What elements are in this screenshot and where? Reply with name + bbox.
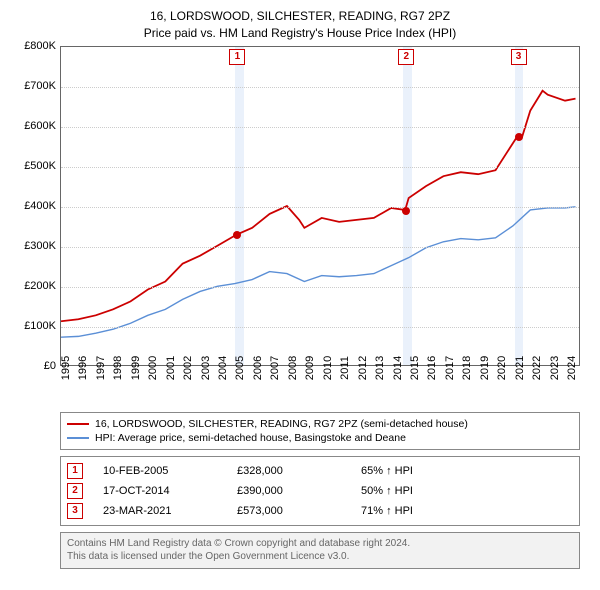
chart-container: 16, LORDSWOOD, SILCHESTER, READING, RG7 …: [8, 8, 592, 569]
legend-swatch: [67, 423, 89, 425]
y-tick-label: £600K: [24, 120, 56, 132]
gridline: [61, 207, 579, 208]
legend-label: 16, LORDSWOOD, SILCHESTER, READING, RG7 …: [95, 418, 468, 430]
x-tick-label: 2012: [357, 355, 369, 379]
legend-swatch: [67, 437, 89, 439]
x-tick-label: 1997: [95, 355, 107, 379]
plot-area: 1 2 3: [60, 46, 580, 366]
gridline: [61, 287, 579, 288]
x-tick-label: 2018: [461, 355, 473, 379]
x-tick-label: 2019: [479, 355, 491, 379]
title-line2: Price paid vs. HM Land Registry's House …: [8, 25, 592, 42]
sale-pct: 65% ↑ HPI: [361, 465, 573, 477]
attribution: Contains HM Land Registry data © Crown c…: [60, 532, 580, 569]
x-tick-label: 2008: [287, 355, 299, 379]
sale-marker-flag: 3: [511, 49, 527, 65]
legend-label: HPI: Average price, semi-detached house,…: [95, 432, 406, 444]
sale-marker-flag: 2: [398, 49, 414, 65]
sale-pct: 71% ↑ HPI: [361, 505, 573, 517]
x-tick-label: 1998: [112, 355, 124, 379]
sale-marker-num: 3: [67, 503, 83, 519]
sale-row: 2 17-OCT-2014 £390,000 50% ↑ HPI: [67, 481, 573, 501]
sale-point: [233, 231, 241, 239]
x-tick-label: 2022: [531, 355, 543, 379]
x-tick-label: 2015: [409, 355, 421, 379]
x-tick-label: 2003: [200, 355, 212, 379]
gridline: [61, 87, 579, 88]
x-tick-label: 2006: [252, 355, 264, 379]
x-tick-label: 2024: [566, 355, 578, 379]
plot-row: £0£100K£200K£300K£400K£500K£600K£700K£80…: [8, 46, 592, 366]
x-tick-label: 2021: [514, 355, 526, 379]
y-axis: £0£100K£200K£300K£400K£500K£600K£700K£80…: [8, 46, 60, 366]
legend-row: HPI: Average price, semi-detached house,…: [67, 431, 573, 445]
x-tick-label: 2001: [165, 355, 177, 379]
sale-marker-flag: 1: [229, 49, 245, 65]
sale-price: £573,000: [237, 505, 357, 517]
sale-date: 17-OCT-2014: [87, 485, 233, 497]
y-tick-label: £200K: [24, 280, 56, 292]
x-tick-label: 2002: [182, 355, 194, 379]
x-tick-label: 2005: [234, 355, 246, 379]
y-tick-label: £100K: [24, 320, 56, 332]
series-line-hpi: [61, 206, 576, 336]
x-tick-label: 2013: [374, 355, 386, 379]
y-tick-label: £300K: [24, 240, 56, 252]
y-tick-label: £700K: [24, 80, 56, 92]
legend: 16, LORDSWOOD, SILCHESTER, READING, RG7 …: [60, 412, 580, 450]
x-tick-label: 2017: [444, 355, 456, 379]
sale-date: 23-MAR-2021: [87, 505, 233, 517]
y-tick-label: £0: [44, 360, 56, 372]
gridline: [61, 167, 579, 168]
sale-price: £328,000: [237, 465, 357, 477]
x-tick-label: 2000: [147, 355, 159, 379]
x-tick-label: 2009: [304, 355, 316, 379]
gridline: [61, 327, 579, 328]
legend-row: 16, LORDSWOOD, SILCHESTER, READING, RG7 …: [67, 417, 573, 431]
title-line1: 16, LORDSWOOD, SILCHESTER, READING, RG7 …: [8, 8, 592, 25]
x-tick-label: 1995: [60, 355, 72, 379]
y-tick-label: £500K: [24, 160, 56, 172]
x-tick-label: 2011: [339, 356, 351, 380]
x-tick-label: 2023: [549, 355, 561, 379]
x-tick-label: 2007: [269, 355, 281, 379]
x-tick-label: 2004: [217, 355, 229, 379]
x-tick-label: 2010: [322, 355, 334, 379]
sale-point: [402, 207, 410, 215]
sale-date: 10-FEB-2005: [87, 465, 233, 477]
sale-marker-num: 2: [67, 483, 83, 499]
sale-marker-num: 1: [67, 463, 83, 479]
x-tick-label: 2014: [392, 355, 404, 379]
attribution-line2: This data is licensed under the Open Gov…: [67, 550, 573, 564]
x-tick-label: 1996: [77, 355, 89, 379]
attribution-line1: Contains HM Land Registry data © Crown c…: [67, 537, 573, 551]
x-tick-label: 2020: [496, 355, 508, 379]
sale-pct: 50% ↑ HPI: [361, 485, 573, 497]
line-layer: [61, 47, 579, 365]
sale-row: 1 10-FEB-2005 £328,000 65% ↑ HPI: [67, 461, 573, 481]
titles: 16, LORDSWOOD, SILCHESTER, READING, RG7 …: [8, 8, 592, 42]
sales-table: 1 10-FEB-2005 £328,000 65% ↑ HPI 2 17-OCT-201…: [60, 456, 580, 526]
sale-point: [515, 133, 523, 141]
sale-row: 3 23-MAR-2021 £573,000 71% ↑ HPI: [67, 501, 573, 521]
x-tick-label: 2016: [426, 355, 438, 379]
gridline: [61, 247, 579, 248]
y-tick-label: £800K: [24, 40, 56, 52]
x-tick-label: 1999: [130, 355, 142, 379]
y-tick-label: £400K: [24, 200, 56, 212]
gridline: [61, 127, 579, 128]
x-axis: 1995199619971998199920002001200220032004…: [60, 366, 580, 406]
sale-price: £390,000: [237, 485, 357, 497]
